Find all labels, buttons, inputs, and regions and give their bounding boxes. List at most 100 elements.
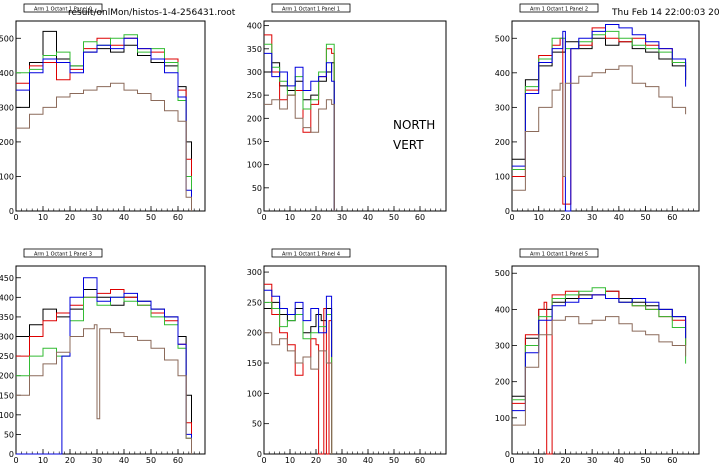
x-tick-label: 60 (173, 456, 183, 464)
series-green (264, 43, 335, 211)
y-tick-label: 0 (9, 450, 14, 459)
file-path-label: result/onlMon/histos-1-4-256431.root (68, 8, 236, 18)
x-tick-label: 60 (173, 213, 183, 222)
y-tick-label: 100 (0, 172, 14, 181)
y-tick-label: 50 (4, 430, 14, 439)
histogram-panel: Arm 1 Octant 1 Panel 4 0 10 20 30 40 50 60 0 50 10… (247, 248, 447, 464)
x-tick-label: 40 (119, 213, 129, 222)
y-tick-label: 150 (247, 137, 262, 146)
plot-frame (15, 265, 206, 455)
y-tick-label: 50 (252, 420, 262, 429)
y-tick-label: 100 (247, 389, 262, 398)
series-brown (16, 324, 192, 454)
series-red (512, 290, 687, 455)
x-tick-label: 50 (146, 456, 156, 464)
x-tick-label: 40 (614, 213, 624, 222)
y-tick-label: 250 (247, 298, 262, 307)
panel-title: Arm 1 Octant 1 Panel 4 (282, 252, 340, 258)
panel-title: Arm 1 Octant 1 Panel 5 (530, 252, 588, 258)
series-blue (512, 24, 687, 212)
x-tick-label: 30 (587, 456, 597, 464)
y-tick-label: 50 (252, 184, 262, 193)
series-black (16, 289, 192, 454)
x-tick-label: 0 (509, 213, 514, 222)
y-tick-label: 350 (0, 313, 14, 322)
y-tick-label: 300 (0, 333, 14, 342)
series-green (512, 287, 687, 401)
x-tick-label: 20 (65, 456, 75, 464)
x-tick-label: 10 (534, 213, 544, 222)
plot-frame (511, 265, 700, 455)
series-brown (264, 94, 335, 211)
y-tick-label: 400 (0, 69, 14, 78)
y-tick-label: 300 (495, 103, 510, 112)
series-blue (264, 289, 333, 357)
x-tick-label: 10 (285, 456, 295, 464)
series-brown (512, 65, 687, 191)
x-tick-label: 20 (65, 213, 75, 222)
x-tick-label: 60 (667, 456, 677, 464)
y-tick-label: 300 (247, 68, 262, 77)
x-tick-label: 40 (363, 213, 373, 222)
series-brown (264, 332, 333, 454)
x-tick-label: 40 (363, 456, 373, 464)
panel-title: Arm 1 Octant 1 Panel 2 (530, 7, 588, 13)
x-tick-label: 10 (38, 456, 48, 464)
x-tick-label: 0 (261, 456, 266, 464)
x-tick-label: 0 (261, 213, 266, 222)
x-tick-label: 10 (534, 456, 544, 464)
panel-title-box (271, 248, 351, 258)
series-brown (512, 316, 687, 426)
north-label: NORTH (393, 118, 436, 132)
y-tick-label: 250 (0, 352, 14, 361)
y-tick-label: 200 (495, 138, 510, 147)
series-green (512, 30, 687, 170)
x-tick-label: 50 (389, 456, 399, 464)
y-tick-label: 300 (0, 103, 14, 112)
panel-title: Arm 1 Octant 1 Panel 3 (34, 252, 92, 258)
y-tick-label: 200 (495, 378, 510, 387)
histogram-panel: Arm 1 Octant 1 Panel 1 0 10 20 30 40 50 60 0 50 10… (247, 3, 447, 222)
series-black (512, 37, 687, 160)
series-red (264, 283, 333, 455)
y-tick-label: 500 (495, 34, 510, 43)
series-black (16, 30, 192, 211)
x-tick-label: 20 (311, 213, 321, 222)
x-tick-label: 50 (146, 213, 156, 222)
x-tick-label: 20 (560, 213, 570, 222)
y-tick-label: 500 (0, 34, 14, 43)
y-tick-label: 0 (9, 207, 14, 216)
y-tick-label: 100 (0, 411, 14, 420)
plot-frame (263, 20, 447, 212)
x-tick-label: 60 (415, 456, 425, 464)
x-tick-label: 30 (92, 456, 102, 464)
y-tick-label: 450 (0, 274, 14, 283)
x-tick-label: 50 (389, 213, 399, 222)
plot-frame (511, 20, 700, 212)
x-tick-label: 50 (640, 456, 650, 464)
histogram-panel: Arm 1 Octant 1 Panel 3 0 10 20 30 40 50 60 0 50 10… (0, 248, 206, 464)
y-tick-label: 100 (495, 414, 510, 423)
x-tick-label: 40 (119, 456, 129, 464)
y-tick-label: 0 (257, 450, 262, 459)
panel-title-box (519, 248, 599, 258)
y-tick-label: 350 (247, 45, 262, 54)
x-tick-label: 50 (640, 213, 650, 222)
series-brown (16, 82, 192, 211)
y-tick-label: 100 (247, 161, 262, 170)
x-tick-label: 40 (614, 456, 624, 464)
y-tick-label: 0 (257, 207, 262, 216)
x-tick-label: 30 (92, 213, 102, 222)
y-tick-label: 400 (495, 305, 510, 314)
y-tick-label: 400 (0, 293, 14, 302)
x-tick-label: 10 (285, 213, 295, 222)
histogram-panel: Arm 1 Octant 1 Panel 2 0 10 20 30 40 50 60 0 100 2… (495, 3, 700, 222)
series-green (264, 301, 333, 454)
x-tick-label: 60 (667, 213, 677, 222)
series-black (512, 290, 687, 397)
series-blue (264, 52, 335, 211)
y-tick-label: 200 (0, 372, 14, 381)
panel-title-box (519, 3, 599, 13)
panel-title: Arm 1 Octant 1 Panel 1 (282, 7, 340, 13)
y-tick-label: 300 (495, 342, 510, 351)
